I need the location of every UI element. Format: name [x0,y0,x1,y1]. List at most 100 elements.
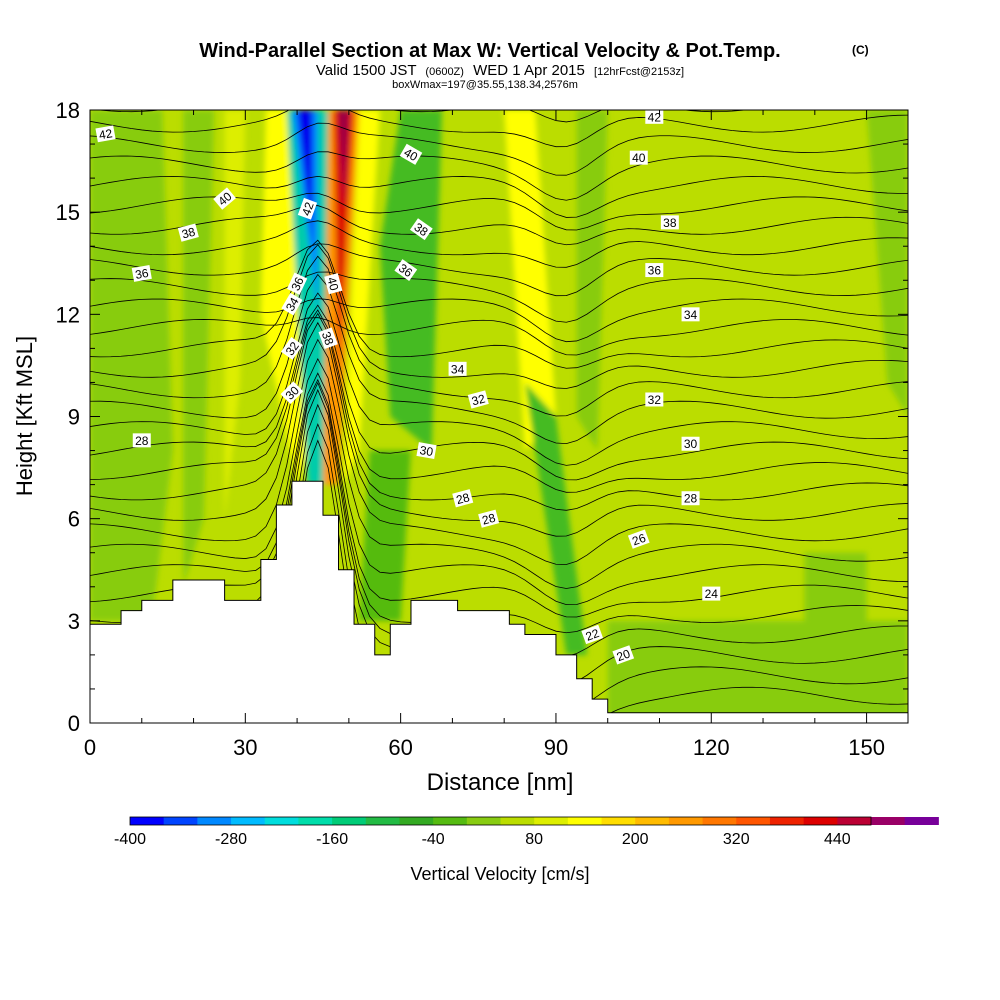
theta-label-text: 30 [684,437,698,451]
theta-label-box [581,624,604,645]
theta-label: 28 [478,509,500,528]
colorbar-swatch [130,817,165,825]
theta-label-box [681,491,700,506]
theta-label-box [318,327,338,350]
colorbar-swatch [601,817,636,825]
theta-contour [90,273,908,445]
theta-label-text: 36 [134,266,150,282]
velocity-band [286,110,334,485]
velocity-band [504,110,556,451]
velocity-band [804,552,867,655]
colorbar-tick-label: -40 [422,831,445,848]
theta-label-text: 22 [584,626,602,644]
theta-label-box [645,392,664,407]
theta-label-text: 28 [455,490,472,507]
theta-label: 36 [286,272,308,295]
y-tick-label: 0 [68,711,80,736]
colorbar-ticks: -400 -280 -160 -40 80 200 320 440 [114,831,851,848]
theta-label: 30 [416,442,437,460]
colorbar-swatch [332,817,367,825]
colorbar-swatch [668,817,704,825]
theta-label-box [645,263,664,278]
theta-label-box [409,218,433,241]
colorbar-tick-label: 440 [824,831,851,848]
theta-label: 34 [448,361,467,376]
theta-contour [90,357,908,589]
theta-label: 32 [467,390,489,409]
theta-contour [90,122,908,176]
theta-contour [90,255,908,417]
colorbar-swatch [803,817,838,825]
theta-label: 26 [627,529,650,549]
theta-label: 38 [409,218,433,241]
x-tick-label: 30 [233,735,257,760]
theta-label-box [467,390,489,409]
theta-label-text: 34 [684,308,698,322]
colorbar-tick-label: 80 [525,831,543,848]
colorbar-swatch [365,817,400,825]
theta-contour [90,378,908,618]
colorbar-swatch [399,817,434,825]
colorbar-swatch [736,817,771,825]
plot-area: 42 40 38 36 28 42 36 34 32 30 40 38 40 38 36 34 32 30 28 28… [90,110,908,723]
velocity-band [333,110,355,383]
velocity-band [338,110,349,213]
colorbar-tick-label: -280 [215,831,247,848]
theta-label-box [132,433,151,448]
theta-contour [90,304,908,481]
theta-label-box [177,223,199,242]
theta-contour [90,321,908,537]
theta-label: 20 [612,645,635,665]
theta-label-text: 28 [481,511,498,528]
theta-label: 42 [95,125,116,142]
theta-contour [90,298,908,343]
theta-label: 40 [399,143,423,165]
colorbar-swatch [837,817,872,825]
x-axis-label: Distance [nm] [427,769,574,796]
theta-label: 42 [645,110,664,124]
theta-contour [90,205,908,246]
theta-label: 38 [318,327,338,350]
theta-contour [90,151,908,201]
velocity-band [343,110,380,485]
colorbar-frame [129,816,872,826]
theta-label: 24 [702,586,721,601]
theta-contour [90,271,908,323]
theta-contour [90,309,908,493]
velocity-band [90,110,173,621]
subtitle-valid-time: Valid 1500 JST [316,62,416,79]
theta-contour [90,243,908,297]
theta-label-box [324,273,343,295]
theta-label-box [448,361,467,376]
theta-label-text: 42 [98,126,114,142]
colorbar-label: Vertical Velocity [cm/s] [410,864,589,884]
theta-label-box [660,215,679,230]
theta-label: 38 [177,223,199,242]
theta-label: 30 [280,381,304,404]
theta-label-text: 34 [451,362,465,376]
x-tick-label: 60 [388,735,412,760]
theta-contour [90,239,908,369]
colorbar-tick-label: -400 [114,831,146,848]
colorbar-swatch [466,817,501,825]
colorbar-swatch [163,817,198,825]
theta-label-box [416,442,437,460]
colorbar-swatch [904,817,939,825]
x-tick-label: 90 [544,735,568,760]
theta-label-box [281,337,303,360]
theta-label: 34 [281,292,303,316]
colorbar-swatch [231,817,266,825]
theta-contour [90,372,908,605]
theta-label-text: 26 [630,531,648,549]
colorbar-swatch [871,817,906,825]
chart-subtitle: Valid 1500 JST (0600Z) WED 1 Apr 2015 [1… [316,62,684,79]
colorbar-tick-label: -160 [316,831,348,848]
theta-label-box [131,265,152,282]
theta-label: 40 [213,187,237,210]
theta-label: 36 [394,259,418,281]
theta-label-box [286,272,308,295]
theta-label-box [399,143,423,165]
subtitle-date: WED 1 Apr 2015 [473,62,585,79]
theta-label-box [702,586,721,601]
